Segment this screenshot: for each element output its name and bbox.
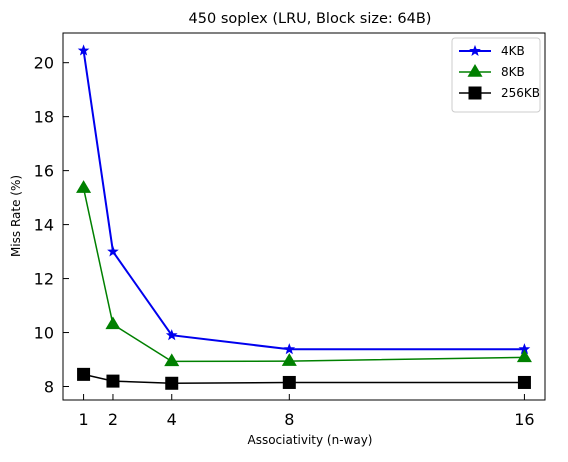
data-point-square (165, 376, 179, 390)
chart-title: 450 soplex (LRU, Block size: 64B) (189, 11, 432, 27)
data-point-square (282, 375, 296, 389)
data-point-triangle (281, 353, 297, 366)
x-axis-title: Associativity (n-way) (247, 433, 372, 447)
data-point-star (77, 44, 90, 56)
x-tick-label: 1 (78, 410, 88, 429)
series-256KB (77, 367, 531, 390)
data-point-triangle (164, 353, 180, 367)
data-point-star (469, 44, 481, 56)
legend: 4KB 8KB 256KB (451, 37, 541, 113)
series-4KB (77, 44, 531, 355)
y-tick-label: 20 (34, 54, 54, 73)
series-layer (76, 44, 532, 390)
data-point-star (107, 245, 119, 257)
legend-box (451, 37, 541, 113)
y-tick-label: 18 (34, 108, 54, 127)
legend-label: 256KB (501, 86, 540, 100)
x-tick-label: 8 (284, 410, 294, 429)
data-point-star (165, 329, 178, 341)
x-tick-label: 4 (167, 410, 177, 429)
series-8KB (76, 180, 532, 367)
y-tick-label: 12 (34, 270, 54, 289)
x-tick-label: 16 (514, 410, 534, 429)
y-tick-label: 16 (34, 162, 54, 181)
data-point-triangle (516, 349, 532, 363)
y-tick-label: 10 (34, 324, 54, 343)
legend-entry-8KB: 8KB (459, 64, 525, 79)
data-point-square (106, 374, 120, 388)
y-axis-title: Miss Rate (%) (9, 175, 23, 257)
x-axis: 1 2 4 8 16 (78, 394, 535, 429)
data-point-square (77, 367, 91, 381)
data-point-triangle (105, 316, 121, 330)
data-point-square (517, 375, 531, 389)
legend-label: 4KB (501, 44, 525, 58)
y-tick-label: 8 (44, 378, 54, 397)
legend-entry-256KB: 256KB (459, 86, 540, 100)
data-point-square (468, 86, 482, 100)
data-point-triangle (467, 64, 483, 77)
y-axis: 8 10 12 14 16 18 20 (34, 54, 69, 397)
legend-entry-4KB: 4KB (459, 44, 525, 58)
y-tick-label: 14 (34, 216, 54, 235)
data-point-triangle (76, 180, 92, 193)
data-point-star (283, 343, 296, 355)
x-tick-label: 2 (108, 410, 118, 429)
legend-label: 8KB (501, 65, 525, 79)
